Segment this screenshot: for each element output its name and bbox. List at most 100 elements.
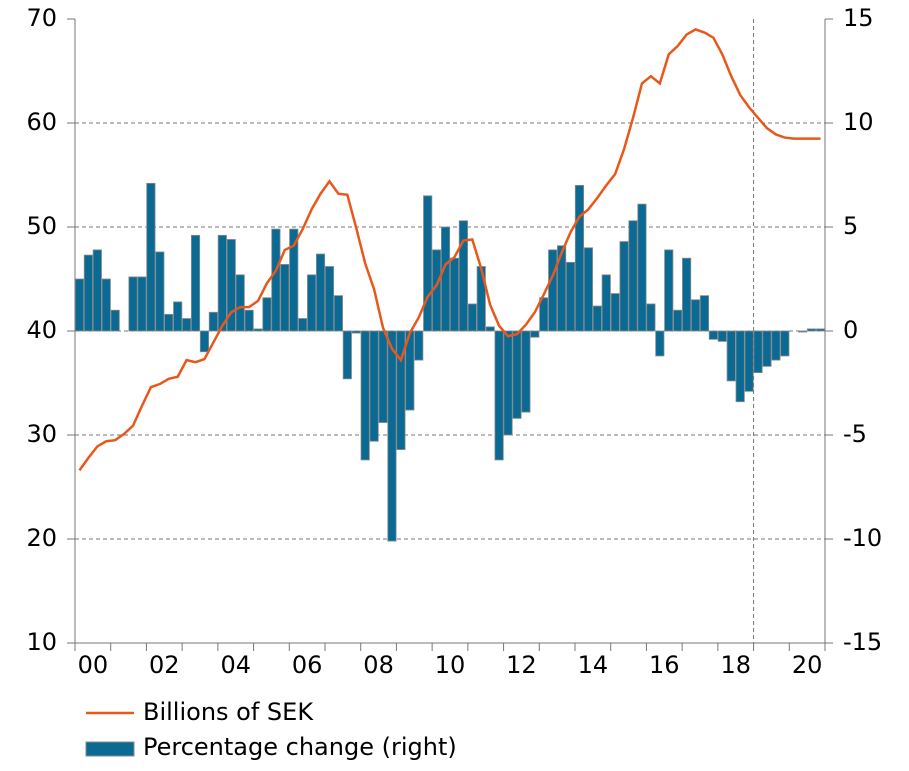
y2-tick-label: -5 bbox=[843, 420, 867, 448]
bar bbox=[83, 254, 93, 332]
bar bbox=[539, 297, 549, 332]
x-tick-label: 02 bbox=[149, 651, 180, 679]
bar bbox=[682, 257, 692, 332]
bar bbox=[449, 257, 460, 332]
bar bbox=[315, 253, 326, 332]
y-tick-label: 10 bbox=[26, 628, 57, 656]
bar bbox=[396, 330, 406, 450]
y2-tick-label: -15 bbox=[843, 628, 882, 656]
y-tick-label: 30 bbox=[26, 420, 57, 448]
bar bbox=[530, 330, 540, 338]
bar bbox=[610, 293, 620, 332]
bar bbox=[226, 239, 236, 332]
bar bbox=[548, 249, 558, 332]
y-tick-label: 40 bbox=[26, 316, 57, 344]
y2-tick-label: -10 bbox=[843, 524, 882, 552]
bar bbox=[619, 241, 629, 332]
bar bbox=[217, 234, 227, 332]
bar bbox=[182, 318, 192, 332]
bar bbox=[333, 295, 343, 332]
bar bbox=[208, 311, 218, 332]
bar bbox=[574, 184, 585, 332]
bar bbox=[601, 274, 611, 332]
bar bbox=[155, 251, 165, 332]
bar bbox=[387, 330, 397, 542]
y-tick-label: 60 bbox=[26, 108, 57, 136]
bar bbox=[92, 249, 102, 332]
bar bbox=[628, 220, 638, 332]
x-tick-label: 12 bbox=[506, 651, 537, 679]
bar bbox=[173, 301, 183, 332]
x-tick-label: 18 bbox=[720, 651, 751, 679]
line bbox=[78, 28, 821, 472]
bar bbox=[342, 330, 352, 380]
bar bbox=[423, 195, 433, 332]
bar bbox=[744, 330, 754, 392]
bar bbox=[664, 249, 674, 332]
bar bbox=[360, 330, 370, 461]
bar bbox=[735, 330, 745, 403]
bar bbox=[753, 330, 763, 373]
bar bbox=[244, 309, 254, 332]
bar bbox=[592, 305, 602, 332]
bar bbox=[780, 330, 790, 357]
bar bbox=[565, 261, 576, 332]
bar bbox=[494, 330, 504, 461]
bar bbox=[673, 309, 683, 332]
x-tick-label: 08 bbox=[363, 651, 394, 679]
bar bbox=[708, 330, 718, 340]
bar bbox=[414, 330, 424, 361]
bar bbox=[485, 326, 495, 332]
bar bbox=[583, 247, 593, 332]
bar bbox=[458, 220, 468, 332]
y2-tick-label: 10 bbox=[843, 108, 874, 136]
bar bbox=[280, 264, 290, 332]
x-tick-label: 10 bbox=[435, 651, 466, 679]
bar bbox=[378, 330, 388, 423]
bar bbox=[164, 313, 174, 332]
bar bbox=[137, 276, 147, 332]
bar bbox=[467, 303, 477, 332]
x-tick-label: 20 bbox=[792, 651, 823, 679]
y2-tick-label: 15 bbox=[843, 4, 874, 32]
bar bbox=[557, 245, 567, 332]
bar bbox=[190, 234, 201, 332]
x-tick-label: 00 bbox=[78, 651, 109, 679]
bar bbox=[199, 330, 210, 353]
bar bbox=[798, 330, 808, 333]
bar bbox=[521, 330, 531, 413]
y-tick-label: 70 bbox=[26, 4, 57, 32]
y-tick-label: 20 bbox=[26, 524, 57, 552]
bar bbox=[762, 330, 772, 367]
bar bbox=[503, 330, 513, 436]
bar bbox=[655, 330, 665, 357]
bar bbox=[815, 328, 826, 332]
bar bbox=[351, 330, 361, 334]
bar bbox=[298, 318, 308, 332]
bar bbox=[690, 299, 701, 332]
bar bbox=[128, 276, 138, 332]
bar bbox=[271, 228, 281, 332]
bar bbox=[289, 228, 299, 332]
x-tick-label: 04 bbox=[220, 651, 251, 679]
bar bbox=[637, 203, 647, 332]
y2-tick-label: 5 bbox=[843, 212, 858, 240]
legend-bar-swatch bbox=[85, 741, 135, 757]
bar bbox=[307, 274, 317, 332]
legend-label: Percentage change (right) bbox=[143, 733, 457, 761]
bar bbox=[699, 295, 710, 332]
y-tick-label: 50 bbox=[26, 212, 57, 240]
x-tick-label: 14 bbox=[578, 651, 609, 679]
bar bbox=[440, 226, 451, 332]
bar bbox=[74, 278, 85, 332]
bar bbox=[807, 328, 817, 332]
bar bbox=[235, 274, 245, 332]
bar bbox=[110, 309, 120, 332]
x-tick-label: 16 bbox=[649, 651, 680, 679]
bar bbox=[101, 278, 111, 332]
bar bbox=[771, 330, 781, 361]
bar bbox=[717, 330, 727, 342]
bar bbox=[146, 182, 156, 332]
bar bbox=[512, 330, 522, 419]
